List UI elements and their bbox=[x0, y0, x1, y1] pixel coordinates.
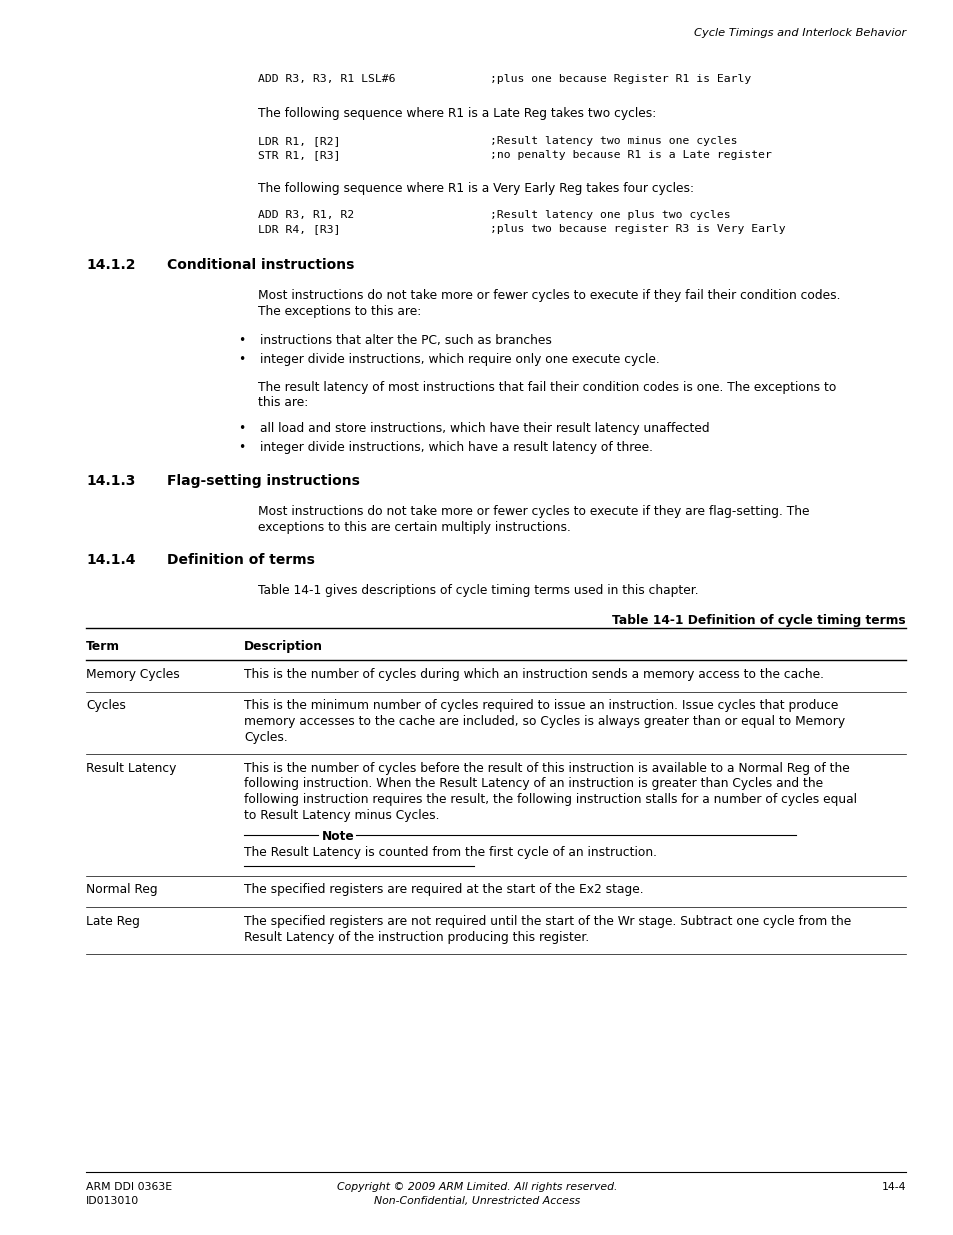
Text: to Result Latency minus Cycles.: to Result Latency minus Cycles. bbox=[244, 809, 439, 821]
Text: ;plus one because Register R1 is Early: ;plus one because Register R1 is Early bbox=[490, 74, 750, 84]
Text: STR R1, [R3]: STR R1, [R3] bbox=[257, 151, 340, 161]
Text: This is the minimum number of cycles required to issue an instruction. Issue cyc: This is the minimum number of cycles req… bbox=[244, 699, 838, 713]
Text: ;Result latency two minus one cycles: ;Result latency two minus one cycles bbox=[490, 136, 737, 146]
Text: integer divide instructions, which require only one execute cycle.: integer divide instructions, which requi… bbox=[260, 353, 659, 366]
Text: This is the number of cycles before the result of this instruction is available : This is the number of cycles before the … bbox=[244, 762, 849, 776]
Text: Definition of terms: Definition of terms bbox=[167, 553, 314, 567]
Text: Cycle Timings and Interlock Behavior: Cycle Timings and Interlock Behavior bbox=[693, 28, 905, 38]
Text: The following sequence where R1 is a Late Reg takes two cycles:: The following sequence where R1 is a Lat… bbox=[257, 107, 656, 120]
Text: Memory Cycles: Memory Cycles bbox=[86, 668, 179, 680]
Text: instructions that alter the PC, such as branches: instructions that alter the PC, such as … bbox=[260, 333, 551, 347]
Text: The Result Latency is counted from the first cycle of an instruction.: The Result Latency is counted from the f… bbox=[244, 846, 657, 860]
Text: The specified registers are not required until the start of the Wr stage. Subtra: The specified registers are not required… bbox=[244, 915, 850, 927]
Text: The following sequence where R1 is a Very Early Reg takes four cycles:: The following sequence where R1 is a Ver… bbox=[257, 182, 693, 195]
Text: •: • bbox=[237, 422, 245, 435]
Text: this are:: this are: bbox=[257, 396, 308, 410]
Text: Copyright © 2009 ARM Limited. All rights reserved.: Copyright © 2009 ARM Limited. All rights… bbox=[336, 1182, 617, 1192]
Text: Result Latency of the instruction producing this register.: Result Latency of the instruction produc… bbox=[244, 930, 589, 944]
Text: exceptions to this are certain multiply instructions.: exceptions to this are certain multiply … bbox=[257, 520, 570, 534]
Text: ARM DDI 0363E: ARM DDI 0363E bbox=[86, 1182, 172, 1192]
Text: Most instructions do not take more or fewer cycles to execute if they are flag-s: Most instructions do not take more or fe… bbox=[257, 505, 809, 517]
Text: Cycles.: Cycles. bbox=[244, 730, 288, 743]
Text: Conditional instructions: Conditional instructions bbox=[167, 258, 354, 272]
Text: Normal Reg: Normal Reg bbox=[86, 883, 157, 897]
Text: following instruction. When the Result Latency of an instruction is greater than: following instruction. When the Result L… bbox=[244, 778, 822, 790]
Text: Late Reg: Late Reg bbox=[86, 915, 140, 927]
Text: The result latency of most instructions that fail their condition codes is one. : The result latency of most instructions … bbox=[257, 382, 836, 394]
Text: Result Latency: Result Latency bbox=[86, 762, 176, 776]
Text: all load and store instructions, which have their result latency unaffected: all load and store instructions, which h… bbox=[260, 422, 709, 435]
Text: Note: Note bbox=[322, 830, 355, 844]
Text: The specified registers are required at the start of the Ex2 stage.: The specified registers are required at … bbox=[244, 883, 643, 897]
Text: Description: Description bbox=[244, 640, 323, 653]
Text: 14-4: 14-4 bbox=[881, 1182, 905, 1192]
Text: ;no penalty because R1 is a Late register: ;no penalty because R1 is a Late registe… bbox=[490, 151, 771, 161]
Text: ID013010: ID013010 bbox=[86, 1195, 139, 1207]
Text: This is the number of cycles during which an instruction sends a memory access t: This is the number of cycles during whic… bbox=[244, 668, 823, 680]
Text: ;plus two because register R3 is Very Early: ;plus two because register R3 is Very Ea… bbox=[490, 225, 785, 235]
Text: Table 14-1 gives descriptions of cycle timing terms used in this chapter.: Table 14-1 gives descriptions of cycle t… bbox=[257, 584, 698, 597]
Text: •: • bbox=[237, 353, 245, 366]
Text: ADD R3, R1, R2: ADD R3, R1, R2 bbox=[257, 210, 354, 220]
Text: LDR R4, [R3]: LDR R4, [R3] bbox=[257, 225, 340, 235]
Text: •: • bbox=[237, 441, 245, 454]
Text: Table 14-1 Definition of cycle timing terms: Table 14-1 Definition of cycle timing te… bbox=[612, 614, 905, 627]
Text: 14.1.4: 14.1.4 bbox=[86, 553, 135, 567]
Text: Most instructions do not take more or fewer cycles to execute if they fail their: Most instructions do not take more or fe… bbox=[257, 289, 840, 303]
Text: ADD R3, R3, R1 LSL#6: ADD R3, R3, R1 LSL#6 bbox=[257, 74, 395, 84]
Text: •: • bbox=[237, 333, 245, 347]
Text: ;Result latency one plus two cycles: ;Result latency one plus two cycles bbox=[490, 210, 730, 220]
Text: The exceptions to this are:: The exceptions to this are: bbox=[257, 305, 421, 317]
Text: Non-Confidential, Unrestricted Access: Non-Confidential, Unrestricted Access bbox=[374, 1195, 579, 1207]
Text: 14.1.2: 14.1.2 bbox=[86, 258, 135, 272]
Text: following instruction requires the result, the following instruction stalls for : following instruction requires the resul… bbox=[244, 793, 856, 806]
Text: LDR R1, [R2]: LDR R1, [R2] bbox=[257, 136, 340, 146]
Text: Flag-setting instructions: Flag-setting instructions bbox=[167, 474, 359, 488]
Text: memory accesses to the cache are included, so Cycles is always greater than or e: memory accesses to the cache are include… bbox=[244, 715, 844, 727]
Text: Cycles: Cycles bbox=[86, 699, 126, 713]
Text: 14.1.3: 14.1.3 bbox=[86, 474, 135, 488]
Text: Term: Term bbox=[86, 640, 120, 653]
Text: integer divide instructions, which have a result latency of three.: integer divide instructions, which have … bbox=[260, 441, 652, 454]
